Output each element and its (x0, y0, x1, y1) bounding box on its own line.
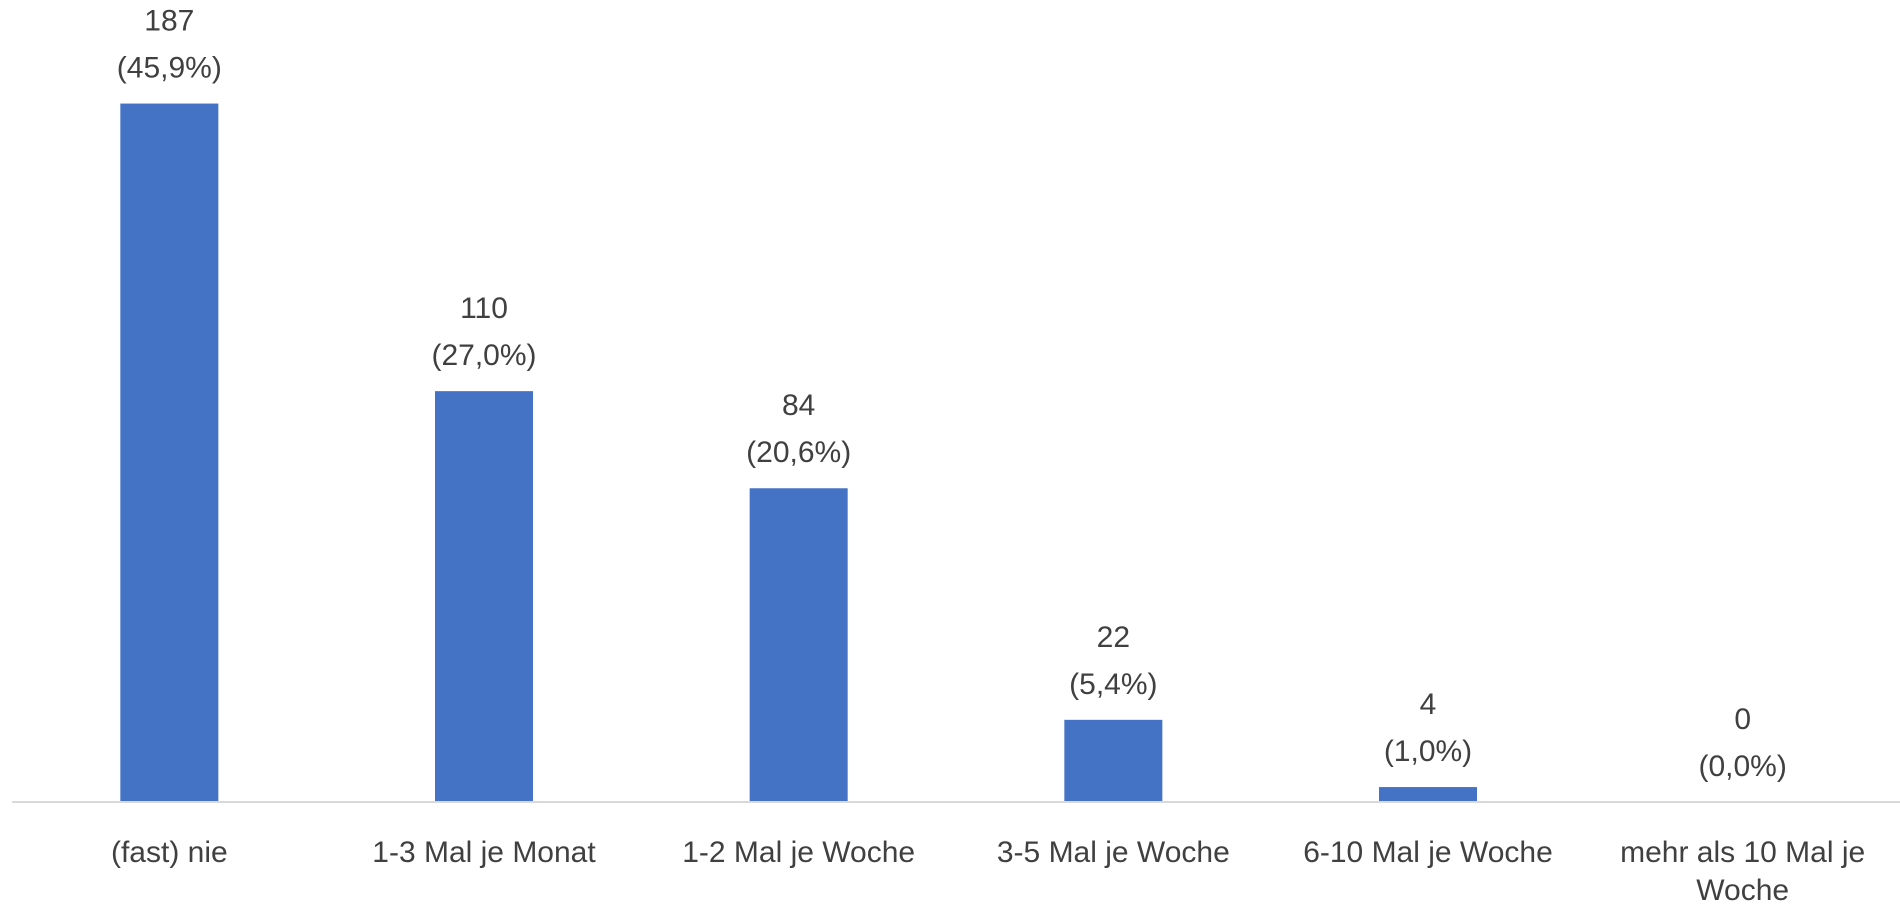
share-label: (27,0%) (431, 339, 536, 372)
value-label: 84 (782, 389, 815, 422)
x-tick-label: 3-5 Mal je Woche (996, 836, 1230, 869)
x-tick-label: mehr als 10 Mal je Woche (1620, 836, 1866, 907)
bar (749, 488, 848, 802)
x-tick-label: 6-10 Mal je Woche (1303, 836, 1553, 869)
share-label: (0,0%) (1698, 750, 1786, 783)
share-label: (1,0%) (1384, 735, 1472, 768)
x-tick-label: (fast) nie (110, 836, 228, 869)
value-label: 22 (1097, 621, 1130, 654)
share-label: (45,9%) (117, 51, 222, 84)
value-label: 110 (460, 292, 508, 325)
x-tick-label: 1-3 Mal je Monat (372, 836, 596, 869)
value-label: 187 (144, 4, 194, 37)
x-tick-label: 1-2 Mal je Woche (682, 836, 916, 869)
share-label: (20,6%) (746, 436, 851, 469)
share-label: (5,4%) (1069, 668, 1157, 701)
bar (1379, 787, 1477, 802)
bar (435, 391, 533, 802)
value-label: 4 (1420, 688, 1437, 721)
bar (1064, 719, 1163, 802)
value-label: 0 (1734, 703, 1751, 736)
bar (120, 103, 219, 803)
